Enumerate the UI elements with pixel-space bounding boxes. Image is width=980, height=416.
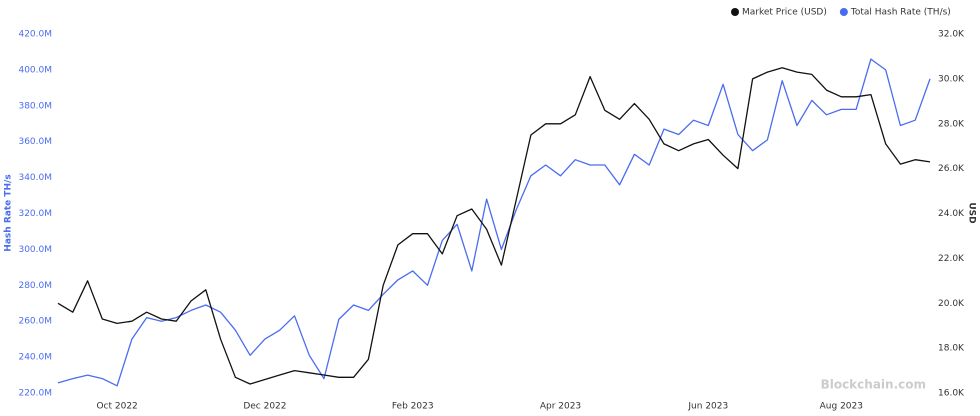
y2-axis-label: USD <box>967 202 977 223</box>
x-tick-label: Apr 2023 <box>540 402 581 412</box>
watermark: Blockchain.com <box>821 378 926 392</box>
y-tick-label: 260.0M <box>18 317 52 327</box>
y2-tick-label: 20.0K <box>938 299 965 309</box>
legend-label: Total Hash Rate (TH/s) <box>850 8 951 18</box>
x-tick-label: Feb 2023 <box>392 402 434 412</box>
y-tick-label: 380.0M <box>18 101 52 111</box>
x-tick-label: Jun 2023 <box>687 402 728 412</box>
x-tick-label: Dec 2022 <box>243 402 286 412</box>
y2-tick-label: 32.0K <box>938 30 965 40</box>
y2-tick-label: 30.0K <box>938 74 965 84</box>
legend-marker <box>839 8 848 16</box>
y-tick-label: 320.0M <box>18 209 52 219</box>
y2-tick-label: 26.0K <box>938 164 965 174</box>
y2-tick-label: 16.0K <box>938 389 965 399</box>
x-tick-label: Oct 2022 <box>96 402 137 412</box>
y-tick-label: 280.0M <box>18 281 52 291</box>
y2-tick-label: 22.0K <box>938 254 965 264</box>
y-axis-label: Hash Rate TH/s <box>4 174 14 251</box>
y-tick-label: 340.0M <box>18 173 52 183</box>
legend-label: Market Price (USD) <box>742 8 827 18</box>
y-tick-label: 220.0M <box>18 389 52 399</box>
y2-tick-label: 24.0K <box>938 209 965 219</box>
y-tick-label: 300.0M <box>18 245 52 255</box>
y2-tick-label: 18.0K <box>938 344 965 354</box>
x-tick-label: Aug 2023 <box>820 402 863 412</box>
y-tick-label: 400.0M <box>18 65 52 75</box>
series-line <box>57 58 931 387</box>
y2-tick-label: 28.0K <box>938 119 965 129</box>
y-tick-label: 420.0M <box>18 30 52 40</box>
y-tick-label: 360.0M <box>18 137 52 147</box>
series-line <box>57 67 931 385</box>
legend-marker <box>731 8 739 16</box>
y-tick-label: 240.0M <box>18 353 52 363</box>
